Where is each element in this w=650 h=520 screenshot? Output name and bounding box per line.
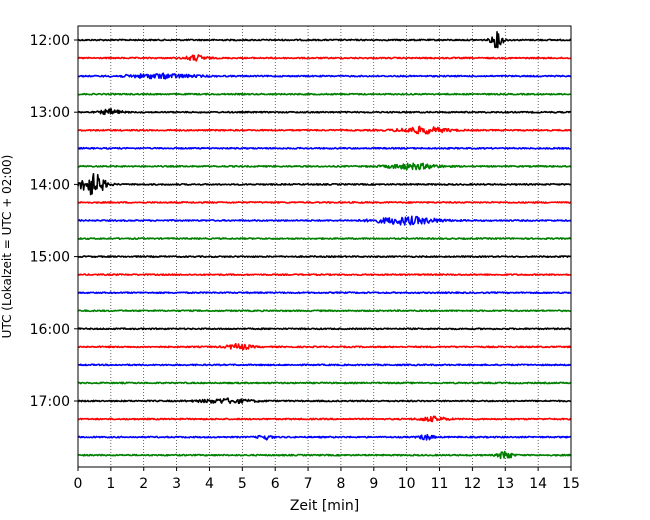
y-tick-label: 15:00 — [30, 250, 70, 266]
trace-1530 — [77, 291, 572, 295]
x-axis-ticks: 0 1 2 3 4 5 6 7 8 9 10 11 12 13 14 15 — [74, 467, 580, 492]
x-tick-label: 14 — [529, 476, 547, 492]
trace-1230 — [77, 72, 572, 80]
trace-1345 — [77, 162, 572, 171]
y-tick-label: 16:00 — [30, 322, 70, 338]
trace-1630 — [77, 363, 572, 367]
trace-1200 — [77, 31, 572, 49]
y-tick-label: 12:00 — [30, 33, 70, 49]
trace-1215 — [77, 54, 572, 62]
x-tick-label: 15 — [562, 476, 580, 492]
y-axis-label: UTC (Lokalzeit = UTC + 02:00) — [0, 155, 14, 339]
trace-1445 — [77, 237, 572, 241]
x-tick-label: 8 — [336, 476, 345, 492]
x-tick-label: 3 — [172, 476, 181, 492]
x-tick-label: 9 — [369, 476, 378, 492]
seismic-traces — [77, 31, 572, 460]
trace-1315 — [77, 125, 572, 135]
trace-1500 — [77, 255, 572, 259]
x-tick-label: 10 — [398, 476, 416, 492]
y-tick-label: 13:00 — [30, 105, 70, 121]
trace-1730 — [77, 433, 572, 441]
x-tick-label: 1 — [106, 476, 115, 492]
trace-1245 — [77, 92, 572, 96]
trace-1545 — [77, 309, 572, 313]
trace-1700 — [77, 397, 572, 405]
trace-1745 — [77, 450, 572, 460]
x-tick-label: 13 — [496, 476, 514, 492]
x-tick-label: 5 — [238, 476, 247, 492]
trace-1715 — [77, 415, 572, 423]
y-tick-label: 14:00 — [30, 177, 70, 193]
x-tick-label: 7 — [304, 476, 313, 492]
trace-1400 — [77, 172, 572, 196]
trace-1515 — [77, 273, 572, 277]
trace-1615 — [77, 342, 572, 351]
y-tick-label: 17:00 — [30, 394, 70, 410]
trace-1330 — [77, 146, 572, 150]
x-tick-label: 11 — [431, 476, 449, 492]
trace-1645 — [77, 381, 572, 385]
plot-frame — [77, 25, 572, 468]
x-tick-label: 12 — [463, 476, 481, 492]
y-axis-ticks: 12:00 13:00 14:00 15:00 16:00 17:00 — [30, 33, 78, 410]
x-tick-label: 0 — [74, 476, 83, 492]
trace-1415 — [77, 200, 572, 204]
x-axis-label: Zeit [min] — [290, 498, 359, 514]
x-tick-label: 6 — [271, 476, 280, 492]
x-tick-label: 4 — [205, 476, 214, 492]
trace-1430 — [77, 215, 572, 226]
trace-1600 — [77, 327, 572, 331]
x-tick-label: 2 — [139, 476, 148, 492]
trace-1300 — [77, 108, 572, 116]
